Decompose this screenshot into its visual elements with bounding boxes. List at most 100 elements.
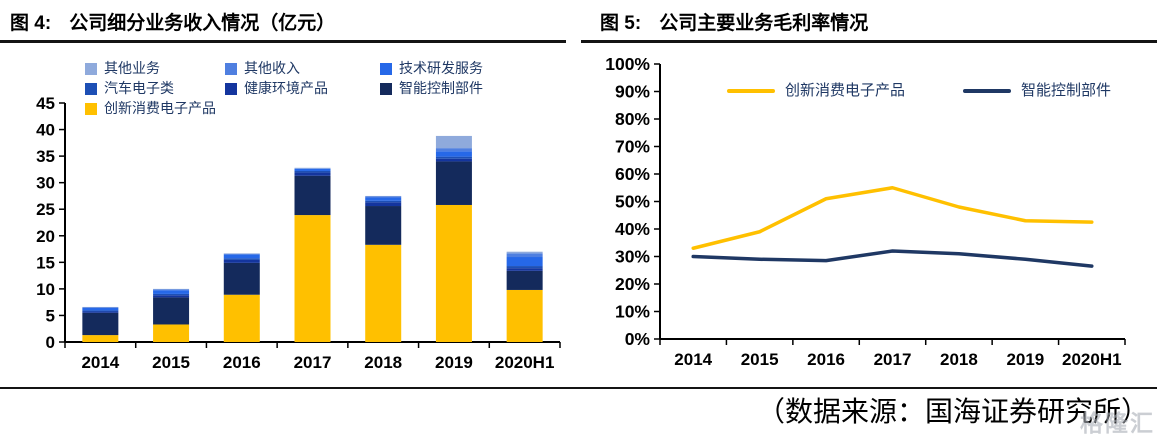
title-underline-left (0, 40, 566, 43)
gross-margin-line-chart: 0% 10% 20% 30% 40% 50% 60% 70% 80% 90% 100% 2014 201… (605, 54, 1126, 369)
revenue-stacked-bar-chart: 0 5 10 15 20 25 30 35 40 45 2014 2015 2016 2017 2018 20… (36, 94, 561, 372)
legend-item: 智能控制部件 (380, 80, 555, 97)
bar-segment-汽车电子类 (153, 293, 190, 296)
bar-segment-技术研发服务 (294, 168, 331, 171)
x-category-label: 2017 (874, 350, 912, 369)
bar-segment-健康环境产品 (365, 202, 402, 207)
bar-segment-汽车电子类 (365, 200, 402, 203)
gelonghui-watermark: 格隆汇 (1080, 410, 1155, 436)
legend-line-swatch-icon (963, 88, 1012, 93)
bar-segment-创新消费电子产品 (365, 244, 402, 342)
bar-segment-技术研发服务 (82, 308, 119, 311)
legend-swatch-icon (225, 62, 237, 75)
y-tick-label: 40 (36, 121, 55, 140)
legend-item: 智能控制部件 (963, 82, 1111, 99)
y-tick-label: 25 (36, 200, 55, 219)
y-tick-label: 0 (46, 333, 55, 352)
legend-label: 创新消费电子产品 (785, 82, 906, 99)
bar-segment-其他收入 (153, 289, 190, 291)
legend-item: 健康环境产品 (225, 80, 380, 97)
bar-segment-其他收入 (82, 307, 119, 309)
bottom-divider (0, 387, 1157, 389)
y-tick-label: 45 (36, 94, 55, 113)
legend-line-swatch-icon (727, 88, 775, 93)
bar-segment-汽车电子类 (82, 310, 119, 312)
line-series-智能控制部件 (691, 249, 1094, 268)
bar-segment-其他业务 (294, 167, 331, 169)
legend-label: 智能控制部件 (1021, 82, 1112, 99)
x-category-label: 2014 (674, 350, 712, 369)
line-series-创新消费电子产品 (691, 186, 1094, 250)
bar-segment-其他收入 (506, 253, 543, 258)
bar-segment-其他业务 (506, 251, 543, 254)
bar-segment-其他收入 (435, 148, 472, 152)
legend-label: 技术研发服务 (399, 60, 483, 76)
legend-swatch-icon (380, 62, 392, 75)
y-tick-label: 20 (36, 227, 55, 246)
bar-segment-其他业务 (82, 306, 119, 308)
legend-item: 其他业务 (85, 60, 225, 77)
bar-segment-汽车电子类 (294, 170, 331, 173)
bar-segment-智能控制部件 (435, 161, 472, 205)
legend-item: 技术研发服务 (380, 60, 555, 77)
bar-segment-健康环境产品 (506, 268, 543, 271)
y-tick-label: 60% (615, 164, 650, 184)
bar-segment-技术研发服务 (223, 254, 260, 259)
data-source-note: （数据来源：国海证券研究所） (756, 397, 1149, 428)
bar-segment-智能控制部件 (153, 297, 190, 325)
y-tick-label: 90% (615, 82, 650, 102)
x-category-label: 2017 (294, 353, 332, 372)
figure-5-title-text: 公司主要业务毛利率情况 (659, 13, 869, 34)
y-tick-label: 10% (615, 302, 650, 322)
x-category-label: 2019 (1006, 350, 1044, 369)
legend-swatch-icon (85, 62, 97, 75)
bar-segment-其他业务 (223, 253, 260, 254)
bar-segment-其他收入 (223, 253, 260, 255)
bar-segment-创新消费电子产品 (506, 289, 543, 342)
figure-4-label: 图 4: (10, 13, 52, 34)
y-tick-label: 50% (615, 192, 650, 212)
x-category-label: 2015 (152, 353, 190, 372)
bar-segment-汽车电子类 (223, 258, 260, 260)
x-category-label: 2020H1 (1062, 350, 1122, 369)
bar-segment-创新消费电子产品 (82, 335, 119, 342)
bar-segment-创新消费电子产品 (153, 324, 190, 342)
legend-label: 创新消费电子产品 (104, 100, 216, 116)
y-tick-label: 15 (36, 253, 55, 272)
bar-segment-汽车电子类 (435, 156, 472, 159)
y-tick-label: 30% (615, 247, 650, 267)
bar-segment-技术研发服务 (506, 257, 543, 267)
bar-segment-创新消费电子产品 (223, 294, 260, 342)
bar-segment-技术研发服务 (435, 151, 472, 157)
x-category-label: 2018 (364, 353, 402, 372)
y-tick-label: 20% (615, 274, 650, 294)
legend-item: 其他收入 (225, 60, 380, 77)
y-tick-label: 70% (615, 137, 650, 157)
legend-item: 创新消费电子产品 (85, 100, 225, 117)
legend-label: 汽车电子类 (104, 80, 174, 96)
legend-label: 其他收入 (244, 60, 300, 76)
bar-segment-创新消费电子产品 (294, 215, 331, 342)
bar-segment-其他业务 (153, 288, 190, 290)
bar-segment-智能控制部件 (82, 312, 119, 336)
x-category-label: 2018 (940, 350, 978, 369)
x-category-label: 2016 (807, 350, 845, 369)
bar-segment-技术研发服务 (365, 197, 402, 201)
y-tick-label: 80% (615, 109, 650, 129)
x-category-label: 2015 (741, 350, 779, 369)
y-tick-label: 35 (36, 147, 55, 166)
figure-4-title-text: 公司细分业务收入情况（亿元） (69, 13, 336, 34)
legend-swatch-icon (85, 82, 97, 95)
y-tick-label: 10 (36, 280, 55, 299)
bar-segment-智能控制部件 (223, 262, 260, 295)
legend-swatch-icon (380, 82, 392, 95)
line-chart-legend: 创新消费电子产品 智能控制部件 (727, 82, 1111, 99)
bar-segment-智能控制部件 (365, 206, 402, 245)
y-tick-label: 0% (625, 329, 651, 349)
x-category-label: 2014 (81, 353, 119, 372)
legend-swatch-icon (85, 102, 97, 115)
bar-segment-健康环境产品 (223, 259, 260, 263)
bar-segment-技术研发服务 (153, 290, 190, 294)
figure-5-title: 图 5: 公司主要业务毛利率情况 (600, 8, 868, 35)
